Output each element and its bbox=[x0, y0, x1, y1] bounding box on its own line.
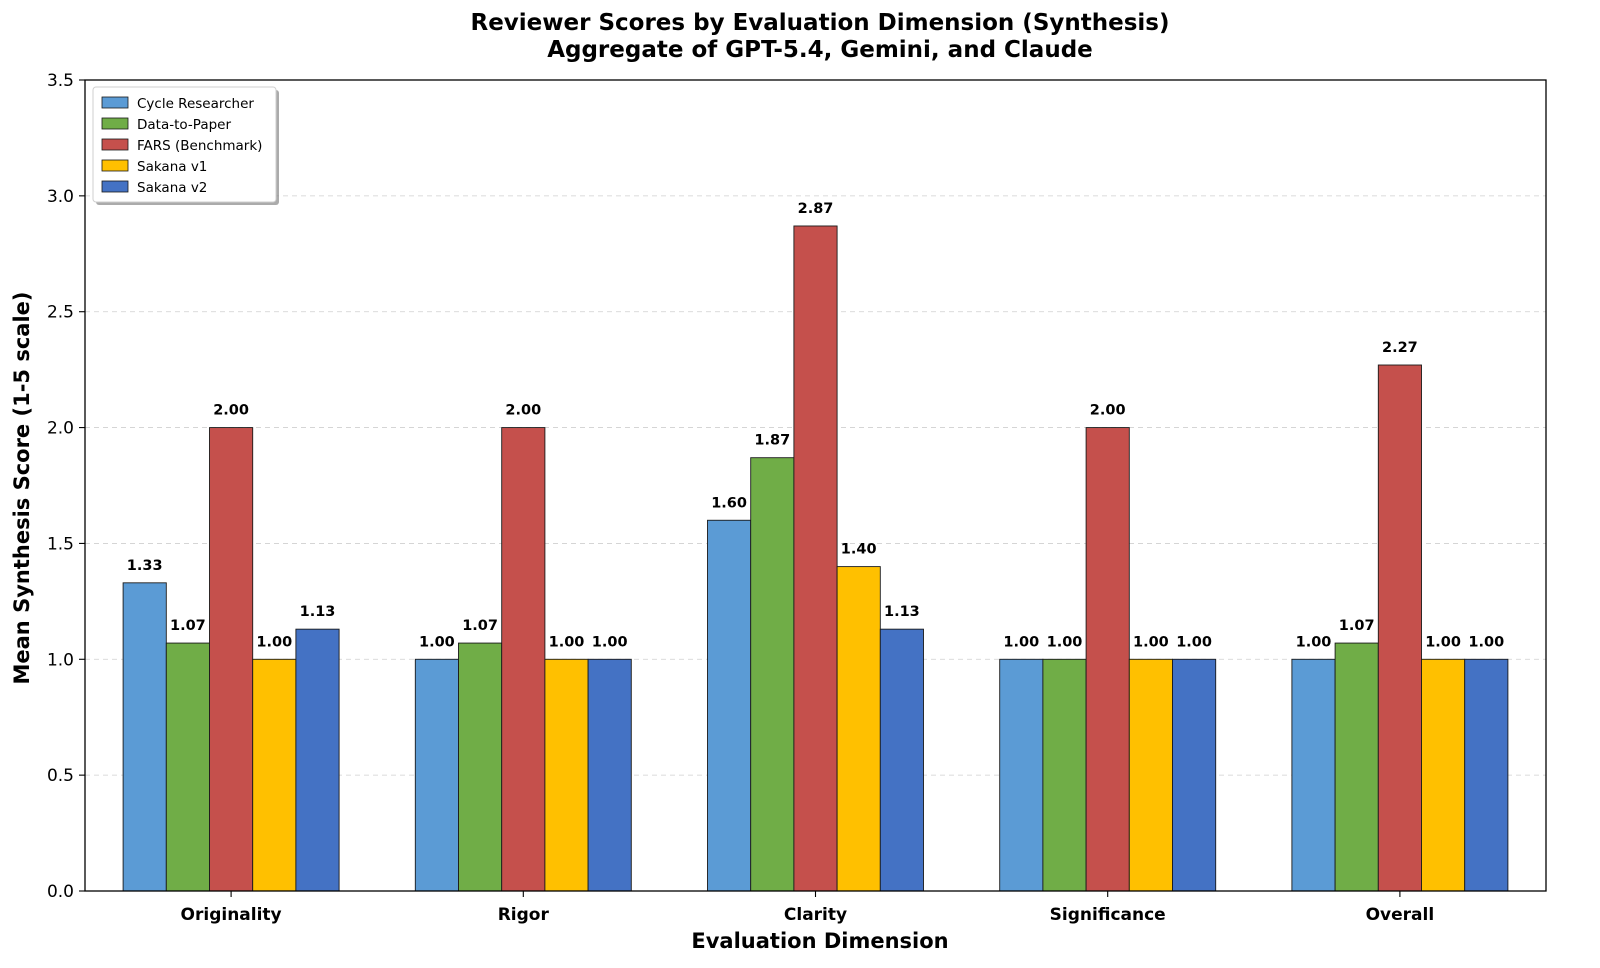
bar bbox=[458, 642, 503, 892]
y-tick-label: 3.5 bbox=[47, 71, 74, 91]
bar bbox=[544, 658, 589, 892]
data-label: 1.00 bbox=[1003, 634, 1039, 650]
data-label: 1.00 bbox=[256, 634, 292, 650]
data-label: 1.40 bbox=[841, 542, 877, 558]
data-label: 1.00 bbox=[1296, 634, 1332, 650]
legend-entry: FARS (Benchmark) bbox=[137, 138, 262, 154]
data-label: 1.00 bbox=[1047, 634, 1083, 650]
y-tick-label: 2.0 bbox=[47, 419, 74, 439]
bar bbox=[1377, 364, 1422, 892]
y-tick-label: 2.5 bbox=[47, 303, 74, 323]
bar bbox=[295, 628, 340, 892]
bar bbox=[793, 225, 838, 892]
bar bbox=[750, 457, 795, 892]
data-label: 2.00 bbox=[1090, 403, 1126, 419]
data-label: 2.00 bbox=[213, 403, 249, 419]
legend-entry: Cycle Researcher bbox=[137, 96, 254, 112]
data-label: 1.00 bbox=[549, 634, 585, 650]
legend-swatch bbox=[101, 117, 129, 130]
y-tick-label: 1.0 bbox=[47, 650, 74, 670]
data-label: 1.07 bbox=[462, 618, 498, 634]
legend-entry: Sakana v2 bbox=[137, 180, 207, 196]
legend: Cycle Researcher Data-to-Paper FARS (Bench… bbox=[92, 86, 279, 205]
legend-swatch bbox=[101, 96, 129, 109]
data-label: 1.00 bbox=[419, 634, 455, 650]
data-labels: 1.33 1.00 1.60 1.00 1.00 1.07 1.07 1.87 1.00 1.07… bbox=[127, 201, 1504, 650]
data-label: 1.00 bbox=[1133, 634, 1169, 650]
axes: 0.0 0.5 1.0 1.5 2.0 2.5 3.0 3.5 Originality Rigor… bbox=[47, 71, 1547, 925]
bar bbox=[122, 582, 167, 892]
data-label: 2.27 bbox=[1382, 340, 1418, 356]
x-tick-label: Originality bbox=[181, 905, 282, 925]
bar bbox=[1128, 658, 1173, 892]
data-label: 1.00 bbox=[1468, 634, 1504, 650]
legend-swatch bbox=[101, 138, 129, 151]
bar bbox=[1464, 658, 1509, 892]
data-label: 1.60 bbox=[711, 495, 747, 511]
bar bbox=[999, 658, 1044, 892]
bar bbox=[165, 642, 210, 892]
y-tick-label: 0.0 bbox=[47, 882, 74, 902]
bar bbox=[1172, 658, 1217, 892]
bars bbox=[122, 225, 1509, 892]
chart-title: Reviewer Scores by Evaluation Dimension … bbox=[470, 10, 1169, 36]
legend-swatch bbox=[101, 159, 129, 172]
x-tick-label: Overall bbox=[1366, 905, 1435, 925]
bar bbox=[1334, 642, 1379, 892]
bar bbox=[1085, 427, 1130, 892]
bar bbox=[879, 628, 924, 892]
y-tick-label: 0.5 bbox=[47, 766, 74, 786]
data-label: 1.13 bbox=[884, 604, 920, 620]
data-label: 1.87 bbox=[754, 433, 790, 449]
bar bbox=[414, 658, 459, 892]
bar bbox=[1421, 658, 1466, 892]
bar bbox=[209, 427, 254, 892]
y-tick-label: 1.5 bbox=[47, 534, 74, 554]
data-label: 2.00 bbox=[505, 403, 541, 419]
bar bbox=[252, 658, 297, 892]
bar bbox=[1291, 658, 1336, 892]
legend-box bbox=[92, 86, 277, 203]
chart-subtitle: Aggregate of GPT-5.4, Gemini, and Claude bbox=[547, 37, 1093, 63]
legend-entry: Sakana v1 bbox=[137, 159, 207, 175]
x-tick-label: Clarity bbox=[784, 905, 847, 925]
bar bbox=[587, 658, 632, 892]
data-label: 1.00 bbox=[1176, 634, 1212, 650]
data-label: 1.33 bbox=[127, 558, 163, 574]
x-tick-label: Significance bbox=[1050, 905, 1166, 925]
bar bbox=[1042, 658, 1087, 892]
legend-swatch bbox=[101, 180, 129, 193]
y-axis-label: Mean Synthesis Score (1-5 scale) bbox=[10, 292, 34, 685]
data-label: 2.87 bbox=[798, 201, 834, 217]
data-label: 1.00 bbox=[592, 634, 628, 650]
data-label: 1.13 bbox=[300, 604, 336, 620]
y-tick-label: 3.0 bbox=[47, 187, 74, 207]
x-axis-label: Evaluation Dimension bbox=[691, 929, 948, 953]
bar bbox=[707, 519, 752, 892]
bar bbox=[501, 427, 546, 892]
data-label: 1.07 bbox=[1339, 618, 1375, 634]
bar bbox=[836, 566, 881, 892]
data-label: 1.00 bbox=[1425, 634, 1461, 650]
data-label: 1.07 bbox=[170, 618, 206, 634]
legend-entry: Data-to-Paper bbox=[137, 117, 231, 133]
x-tick-label: Rigor bbox=[498, 905, 550, 925]
